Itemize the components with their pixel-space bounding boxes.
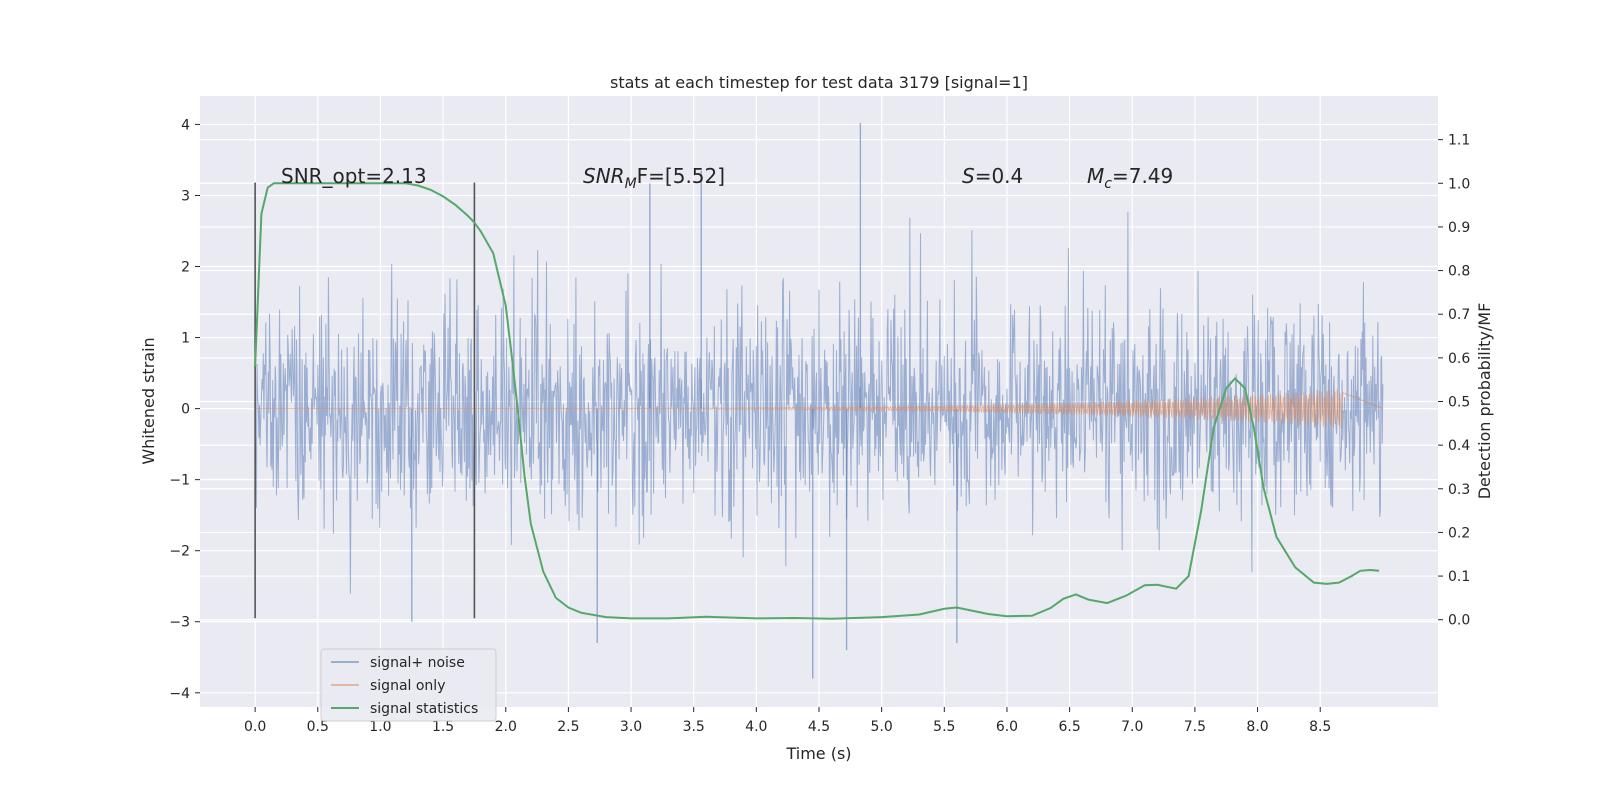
annotation-mc-sub: c [1104,176,1112,192]
x-tick-label: 7.0 [1121,719,1143,735]
y-tick-label: −3 [169,615,190,631]
x-axis-label: Time (s) [785,744,851,763]
y-axis-ticks: −4 −3 −2 −1 0 1 2 3 4 [169,117,200,702]
x-tick-label: 0.0 [244,719,266,735]
x-tick-label: 3.0 [620,719,642,735]
x-tick-label: 8.5 [1309,719,1331,735]
annotation-s-suffix: =0.4 [975,164,1024,188]
x-tick-label: 2.5 [557,719,579,735]
y2-tick-label: 1.0 [1448,176,1470,192]
line-signal-plus-noise [254,211,1384,594]
x-tick-label: 6.5 [1058,719,1080,735]
y2-tick-label: 0.8 [1448,264,1470,280]
legend-label-stats: signal statistics [370,701,478,717]
x-tick-label: 5.5 [933,719,955,735]
legend-box [320,648,497,722]
series-signal-plus-noise [254,122,1384,679]
y2-tick-label: 1.1 [1448,133,1470,149]
y-axis-label: Whitened strain [139,337,158,464]
annotation-mc-prefix: M [1087,164,1104,188]
y-tick-label: −4 [169,686,190,702]
x-tick-label: 1.0 [369,719,391,735]
y2-tick-label: 0.3 [1448,482,1470,498]
series-signal-only [255,389,1384,429]
annotation-mc-suffix: =7.49 [1112,164,1173,188]
vertical-markers [254,182,476,619]
x-tick-label: 3.5 [683,719,705,735]
y2-tick-label: 0.0 [1448,613,1470,629]
y2-tick-label: 0.5 [1448,395,1470,411]
series-signal-statistics [254,182,1380,620]
y2-tick-label: 0.6 [1448,351,1470,367]
x-tick-label: 4.5 [808,719,830,735]
annotation-snr-mf-prefix: SNR [583,164,625,188]
y2-tick-label: 0.9 [1448,220,1470,236]
x-tick-label: 8.0 [1246,719,1268,735]
y2-tick-label: 0.7 [1448,307,1470,323]
annotation-s-prefix: S [962,164,975,188]
y2-axis-label: Detection probability/MF [1475,303,1494,500]
y-tick-label: 1 [181,331,190,347]
annotation-mc: Mc=7.49 [1087,164,1173,192]
x-tick-label: 4.0 [745,719,767,735]
chart-title: stats at each timestep for test data 317… [610,73,1028,92]
line-signal-statistics [254,182,1380,620]
annotation-snr-opt: SNR_opt=2.13 [281,164,427,188]
annotation-s: S=0.4 [962,164,1023,188]
x-tick-label: 6.0 [996,719,1018,735]
y2-tick-label: 0.2 [1448,525,1470,541]
x-tick-label: 0.5 [307,719,329,735]
y-tick-label: −1 [169,473,190,489]
line-signal-only [255,389,1384,429]
y-tick-label: −2 [169,544,190,560]
y-tick-label: 0 [181,402,190,418]
annotation-snr-mf-suffix: F=[5.52] [637,164,725,188]
x-tick-label: 1.5 [432,719,454,735]
x-tick-label: 2.0 [495,719,517,735]
y2-tick-label: 0.1 [1448,569,1470,585]
y-tick-label: 3 [181,188,190,204]
legend-label-signal: signal only [370,678,445,694]
x-axis-ticks: 0.0 0.5 1.0 1.5 2.0 2.5 3.0 3.5 4.0 4.5 5.0 5.5 6.0 6… [244,707,1331,735]
y-tick-label: 4 [181,117,190,133]
y2-axis-ticks: 0.0 0.1 0.2 0.3 0.4 0.5 0.6 0.7 0.8 0.9 1.0 1.1 [1438,133,1470,629]
legend-label-noise: signal+ noise [370,655,465,671]
x-tick-label: 5.0 [871,719,893,735]
legend: signal+ noise signal only signal statist… [320,648,497,722]
y2-tick-label: 0.4 [1448,438,1470,454]
annotation-snr-mf-sub: M [625,176,637,192]
x-tick-label: 7.5 [1184,719,1206,735]
y-tick-label: 2 [181,260,190,276]
annotation-snr-mf: SNRMF=[5.52] [583,164,725,192]
